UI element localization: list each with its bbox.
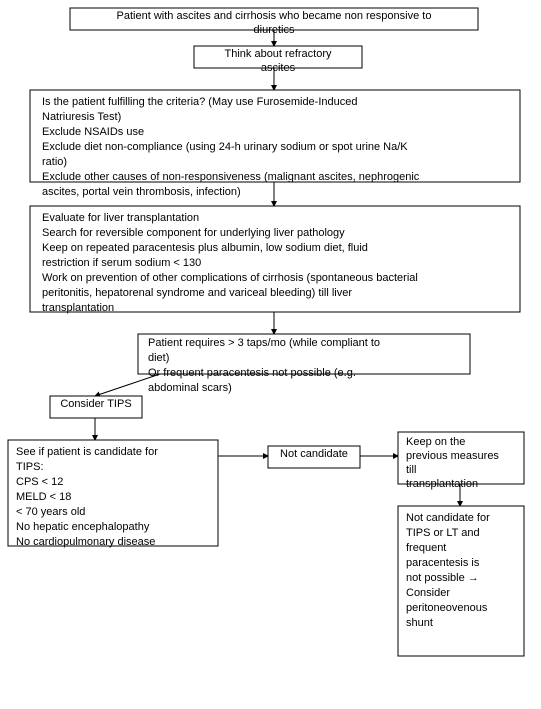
node-text: Consider TIPS [60, 398, 131, 410]
boxes-layer: Patient with ascites and cirrhosis who b… [8, 8, 524, 656]
flowchart-node-b8: Not candidate [268, 446, 360, 468]
flowchart-node-b10: Not candidate forTIPS or LT andfrequentp… [398, 506, 524, 656]
flowchart-node-b6: Consider TIPS [50, 396, 142, 418]
flowchart-node-b3: Is the patient fulfilling the criteria? … [30, 90, 520, 198]
flowchart-node-b2: Think about refractoryascites [194, 46, 362, 74]
flowchart-node-b4: Evaluate for liver transplantationSearch… [30, 206, 520, 314]
flowchart-node-b9: Keep on theprevious measurestilltranspla… [398, 432, 524, 490]
node-text: Not candidate [280, 448, 348, 460]
flowchart-canvas: Patient with ascites and cirrhosis who b… [0, 0, 541, 709]
flowchart-node-b5: Patient requires > 3 taps/mo (while comp… [138, 334, 470, 394]
flowchart-node-b1: Patient with ascites and cirrhosis who b… [70, 8, 478, 36]
flowchart-node-b7: See if patient is candidate forTIPS:CPS … [8, 440, 218, 548]
